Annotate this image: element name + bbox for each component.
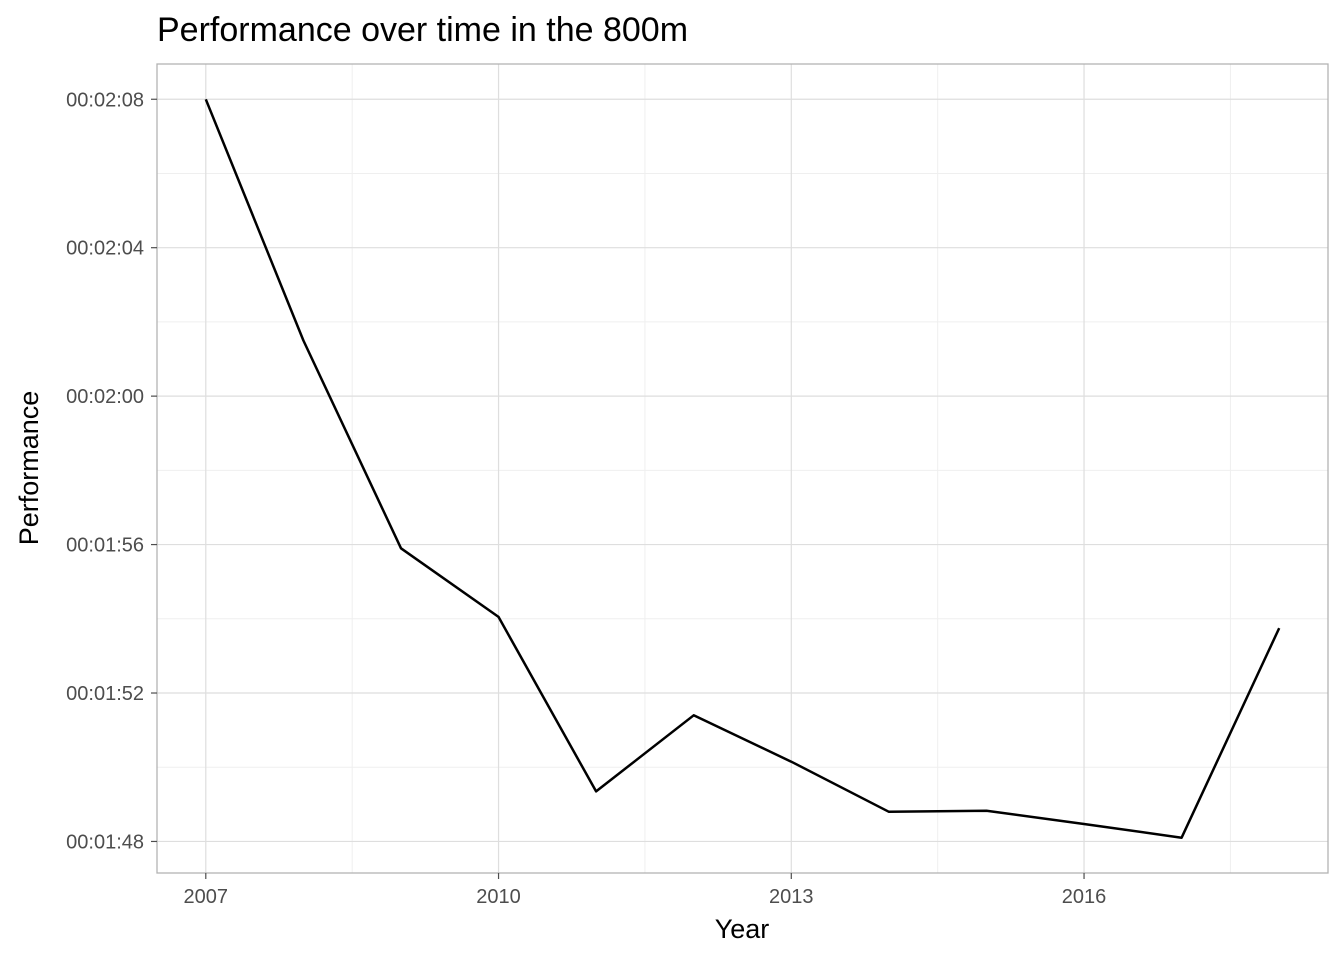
axis-ticks	[151, 98, 1085, 879]
y-axis-title: Performance	[14, 391, 44, 546]
series-layer	[204, 98, 1281, 839]
chart-title: Performance over time in the 800m	[157, 11, 688, 49]
minor-gridlines	[157, 64, 1328, 873]
y-tick-label: 00:01:52	[66, 683, 144, 705]
major-gridlines	[157, 64, 1328, 873]
x-axis-tick-labels: 2007 2010 2013 2016	[184, 886, 1107, 908]
y-tick-label: 00:02:08	[66, 89, 144, 111]
y-tick-label: 00:01:56	[66, 535, 144, 557]
y-tick-label: 00:01:48	[66, 831, 144, 853]
x-tick-label: 2007	[184, 886, 229, 908]
series-line	[204, 98, 1281, 839]
x-tick-label: 2016	[1062, 886, 1107, 908]
x-tick-label: 2013	[769, 886, 814, 908]
plot-panel-border	[156, 63, 1329, 874]
y-axis-tick-labels: 00:02:08 00:02:04 00:02:00 00:01:56 00:01:52…	[66, 89, 144, 853]
x-tick-label: 2010	[476, 886, 521, 908]
y-tick-label: 00:02:00	[66, 386, 144, 408]
y-tick-label: 00:02:04	[66, 238, 144, 260]
x-axis-title: Year	[715, 914, 770, 944]
